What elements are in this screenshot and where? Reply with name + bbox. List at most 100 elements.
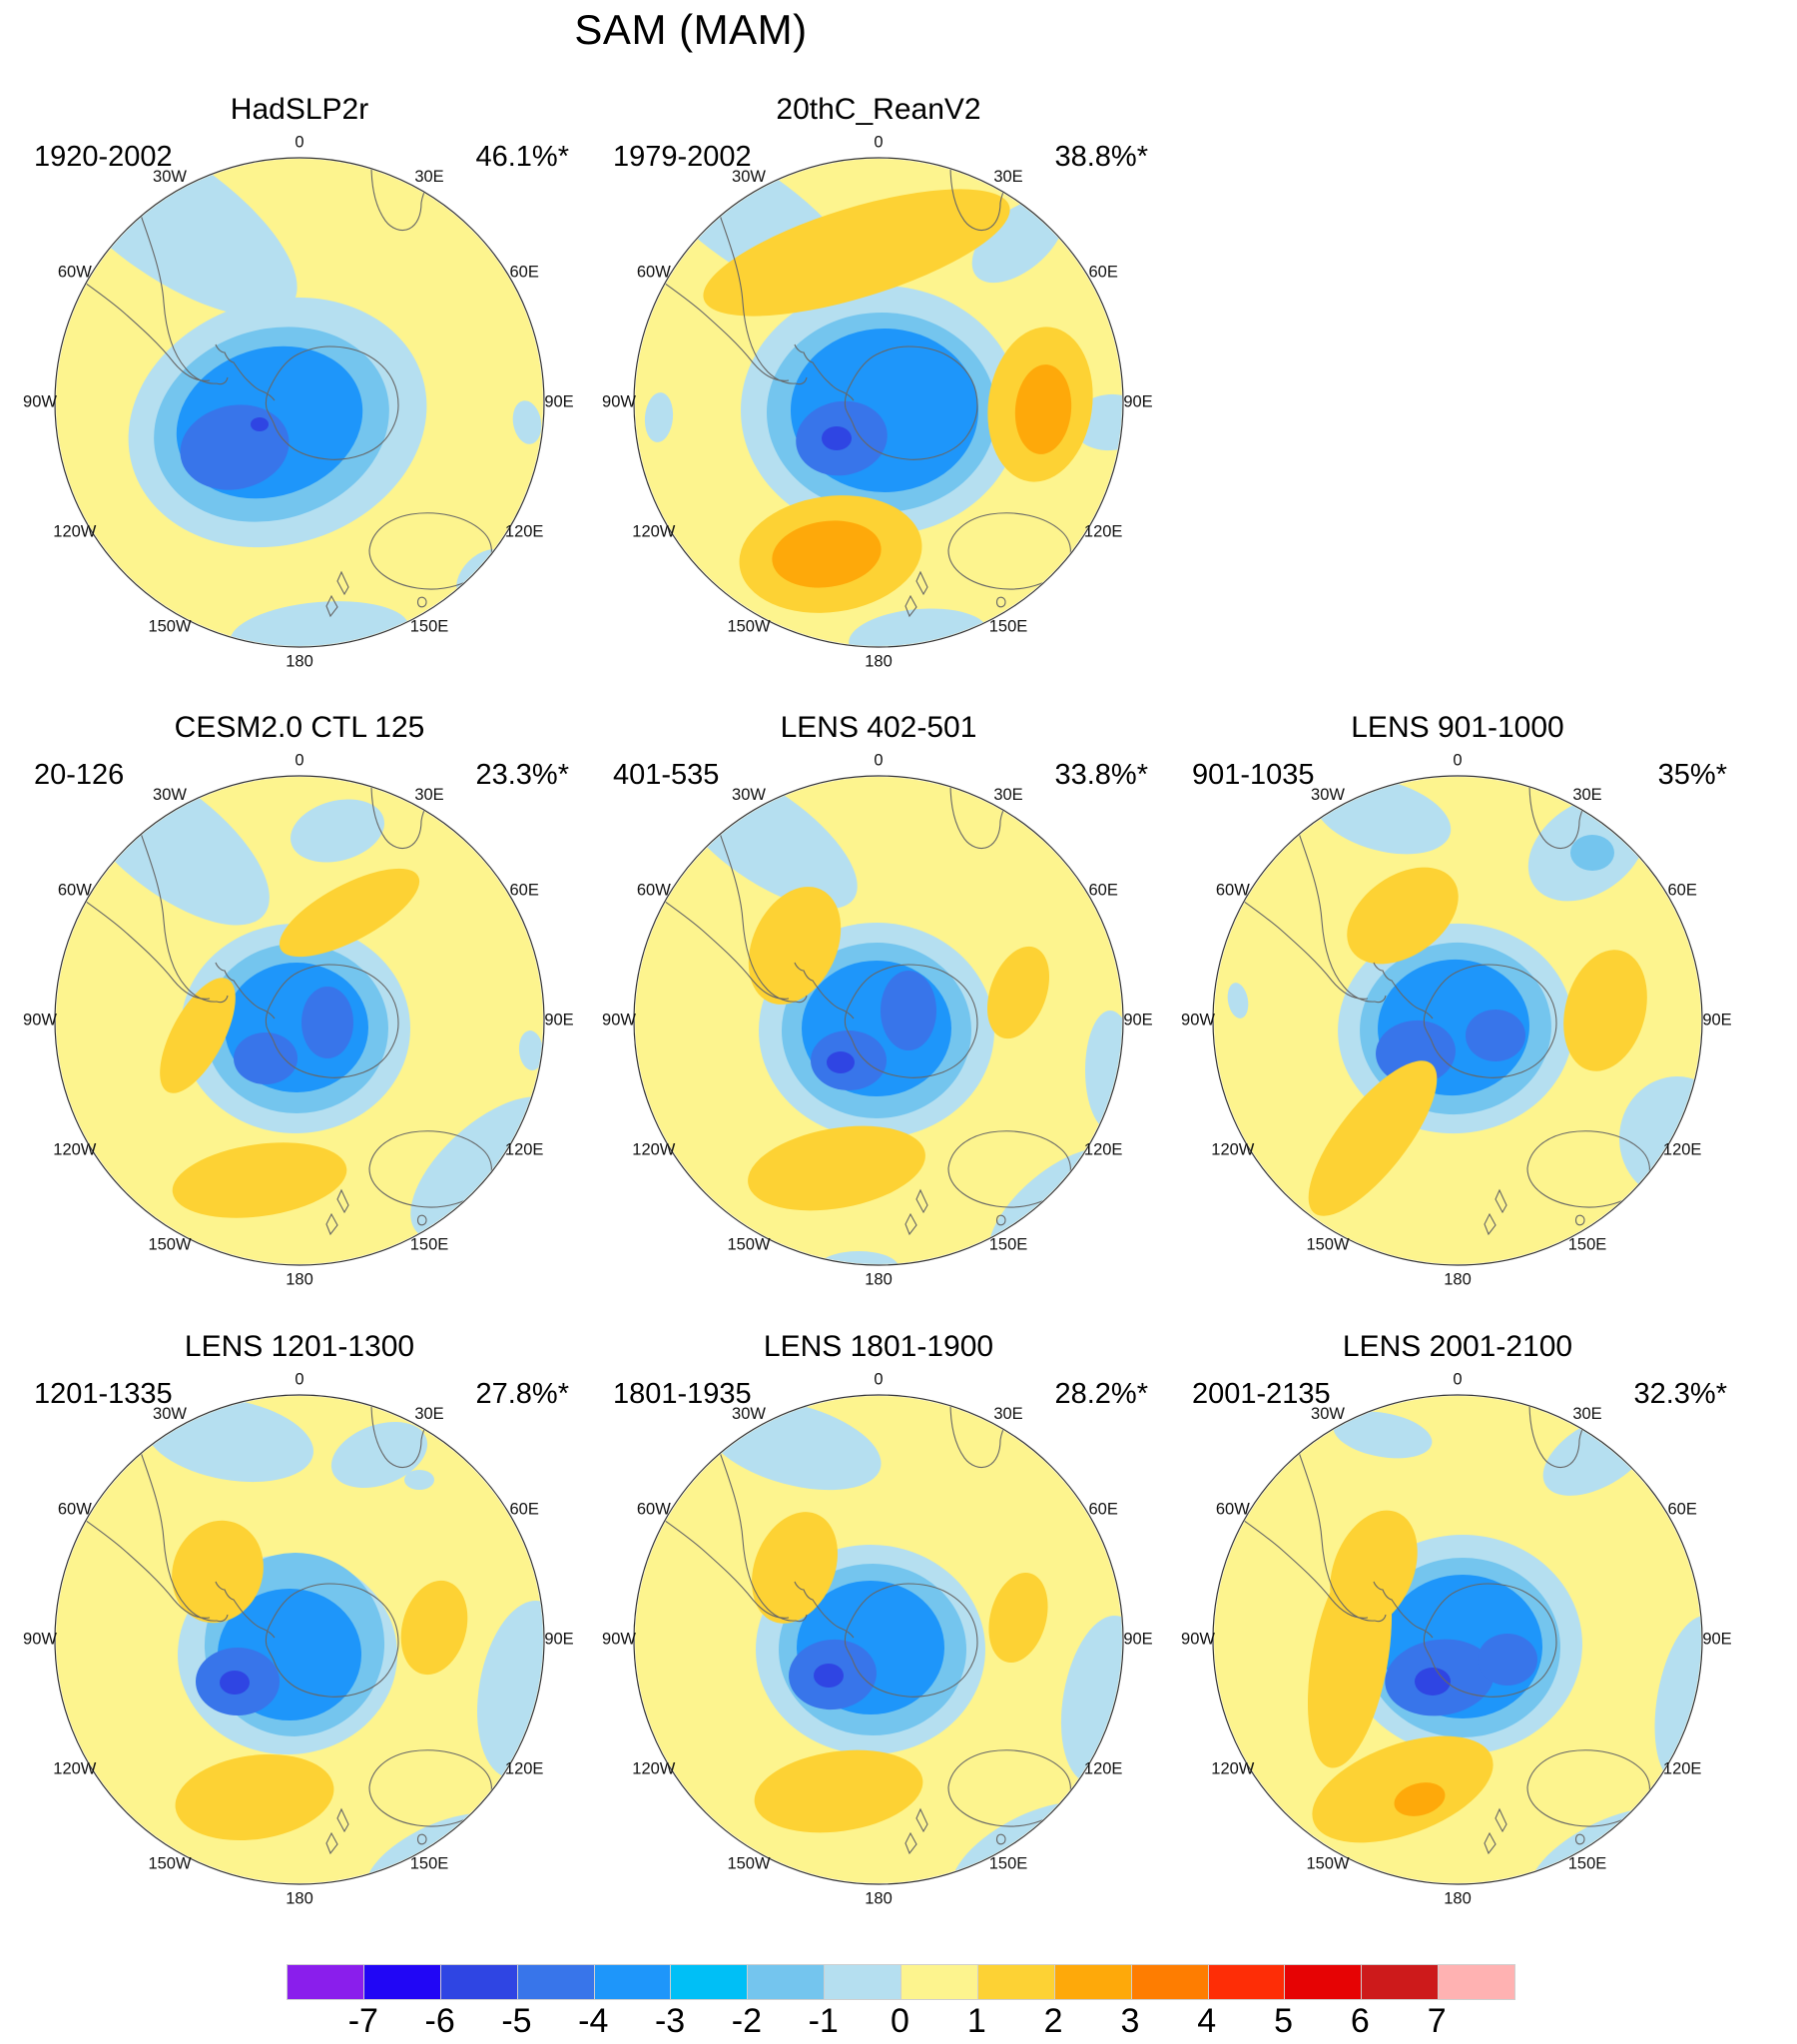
longitude-label: 90W bbox=[1181, 1011, 1215, 1028]
longitude-label: 60W bbox=[58, 881, 92, 899]
longitude-label: 150W bbox=[727, 1236, 771, 1254]
longitude-label: 150E bbox=[1568, 1236, 1607, 1254]
longitude-label: 120W bbox=[53, 1140, 97, 1158]
longitude-label: 120E bbox=[1663, 1759, 1702, 1777]
colorbar-tick-label: 2 bbox=[1043, 2002, 1063, 2040]
colorbar-tick-label: 5 bbox=[1274, 2002, 1294, 2040]
panel-period: 1801-1935 bbox=[613, 1378, 752, 1410]
longitude-label: 150E bbox=[989, 1236, 1028, 1254]
panel-period: 1979-2002 bbox=[613, 141, 752, 173]
longitude-label: 30E bbox=[993, 786, 1022, 804]
panel-lens-402-501: LENS 402-501 401-535 33.8%* 0 30E 60E 90E 12… bbox=[599, 711, 1158, 1330]
figure-title: SAM (MAM) bbox=[574, 6, 808, 53]
colorbar-segment bbox=[1285, 1965, 1362, 1999]
longitude-label: 30E bbox=[414, 168, 443, 186]
longitude-label: 0 bbox=[295, 133, 303, 151]
longitude-label: 0 bbox=[874, 133, 883, 151]
colorbar-tick-label: 6 bbox=[1350, 2002, 1370, 2040]
colorbar-segment bbox=[363, 1965, 440, 1999]
longitude-label: 0 bbox=[874, 1370, 883, 1388]
colorbar-tick-label: 7 bbox=[1427, 2002, 1447, 2040]
longitude-label: 150W bbox=[148, 1236, 192, 1254]
longitude-label: 90E bbox=[544, 392, 573, 410]
longitude-label: 30E bbox=[993, 168, 1022, 186]
longitude-label: 90E bbox=[544, 1011, 573, 1028]
panel-cesm-ctl: CESM2.0 CTL 125 20-126 23.3%* 0 30E 60E 90E… bbox=[20, 711, 579, 1330]
colorbar-segment bbox=[825, 1965, 900, 1999]
panel-title: LENS 2001-2100 bbox=[1342, 1330, 1573, 1363]
colorbar-tick-label: -1 bbox=[808, 2002, 839, 2040]
longitude-label: 30W bbox=[732, 168, 766, 186]
longitude-label: 0 bbox=[295, 751, 303, 769]
longitude-label: 90E bbox=[1702, 1011, 1731, 1028]
colorbar-segment bbox=[1131, 1965, 1208, 1999]
panel-variance: 35%* bbox=[1657, 759, 1727, 791]
panel-title: LENS 1201-1300 bbox=[184, 1330, 415, 1363]
longitude-label: 30E bbox=[414, 786, 443, 804]
longitude-label: 60E bbox=[1667, 1500, 1696, 1518]
colorbar-segment bbox=[594, 1965, 671, 1999]
panel-variance: 32.3%* bbox=[1633, 1378, 1727, 1410]
longitude-label: 30W bbox=[732, 786, 766, 804]
longitude-label: 60E bbox=[1088, 881, 1117, 899]
polar-map: 0 30E 60E 90E 120E 150E 180 150W 120W 90W 60W 30W bbox=[23, 751, 574, 1288]
panel-period: 1201-1335 bbox=[34, 1378, 173, 1410]
longitude-label: 120W bbox=[632, 522, 676, 540]
longitude-label: 120E bbox=[1084, 1140, 1123, 1158]
panel-period: 20-126 bbox=[34, 759, 125, 791]
panel-title: LENS 1801-1900 bbox=[763, 1330, 994, 1363]
panel-title: HadSLP2r bbox=[230, 93, 369, 126]
longitude-label: 150E bbox=[1568, 1855, 1607, 1873]
longitude-label: 150E bbox=[410, 1855, 449, 1873]
longitude-label: 90W bbox=[602, 1011, 636, 1028]
colorbar-tick-label: -3 bbox=[654, 2002, 686, 2040]
polar-map: 0 30E 60E 90E 120E 150E 180 150W 120W 90W 60W 30W bbox=[602, 751, 1153, 1288]
longitude-label: 120W bbox=[53, 522, 97, 540]
longitude-label: 0 bbox=[295, 1370, 303, 1388]
colorbar-tick-label: -6 bbox=[424, 2002, 455, 2040]
longitude-label: 90E bbox=[1123, 1011, 1152, 1028]
panel-variance: 23.3%* bbox=[475, 759, 569, 791]
colorbar bbox=[287, 1964, 1515, 2000]
panel-title: CESM2.0 CTL 125 bbox=[174, 711, 425, 744]
longitude-label: 60E bbox=[509, 263, 538, 281]
longitude-label: 150W bbox=[727, 1855, 771, 1873]
colorbar-tick-label: 3 bbox=[1120, 2002, 1140, 2040]
panel-variance: 46.1%* bbox=[475, 141, 569, 173]
colorbar-tick-label: -4 bbox=[578, 2002, 609, 2040]
colorbar-tick-label: -5 bbox=[501, 2002, 532, 2040]
panel-variance: 38.8%* bbox=[1054, 141, 1148, 173]
longitude-label: 150E bbox=[410, 1236, 449, 1254]
longitude-label: 60E bbox=[1088, 1500, 1117, 1518]
panel-title: LENS 402-501 bbox=[780, 711, 977, 744]
longitude-label: 120E bbox=[505, 522, 544, 540]
longitude-label: 90E bbox=[1123, 392, 1152, 410]
colorbar-segment bbox=[1054, 1965, 1131, 1999]
longitude-label: 0 bbox=[1453, 751, 1462, 769]
panel-lens-1801-1900: LENS 1801-1900 1801-1935 28.2%* 0 30E 60E 9… bbox=[599, 1330, 1158, 1949]
longitude-label: 60W bbox=[1216, 881, 1250, 899]
longitude-label: 90W bbox=[23, 392, 57, 410]
polar-map: 0 30E 60E 90E 120E 150E 180 150W 120W 90W 60W 30W bbox=[602, 133, 1153, 670]
panel-hadslp2r: HadSLP2r 1920-2002 46.1%* 0 30E 60E 90E 120E… bbox=[20, 93, 579, 712]
polar-map: 0 30E 60E 90E 120E 150E 180 150W 120W 90W 60W 30W bbox=[1181, 751, 1732, 1288]
panel-lens-901-1000: LENS 901-1000 901-1035 35%* 0 30E 60E 90E 12… bbox=[1178, 711, 1737, 1330]
longitude-label: 150E bbox=[410, 618, 449, 636]
longitude-label: 120E bbox=[505, 1759, 544, 1777]
panel-lens-1201-1300: LENS 1201-1300 1201-1335 27.8%* 0 30E 60E 9… bbox=[20, 1330, 579, 1949]
colorbar-segment bbox=[671, 1965, 748, 1999]
panel-title: 20thC_ReanV2 bbox=[776, 93, 981, 126]
longitude-label: 150W bbox=[1306, 1855, 1350, 1873]
longitude-label: 60E bbox=[509, 1500, 538, 1518]
colorbar-segment bbox=[748, 1965, 825, 1999]
panel-period: 401-535 bbox=[613, 759, 720, 791]
longitude-label: 60E bbox=[1088, 263, 1117, 281]
longitude-label: 120W bbox=[1211, 1759, 1255, 1777]
panel-period: 1920-2002 bbox=[34, 141, 173, 173]
longitude-label: 0 bbox=[874, 751, 883, 769]
longitude-label: 30E bbox=[1572, 786, 1601, 804]
panel-lens-2001-2100: LENS 2001-2100 2001-2135 32.3%* 0 30E 60E 9… bbox=[1178, 1330, 1737, 1949]
longitude-label: 150W bbox=[727, 618, 771, 636]
polar-map: 0 30E 60E 90E 120E 150E 180 150W 120W 90W 60W 30W bbox=[602, 1370, 1153, 1907]
